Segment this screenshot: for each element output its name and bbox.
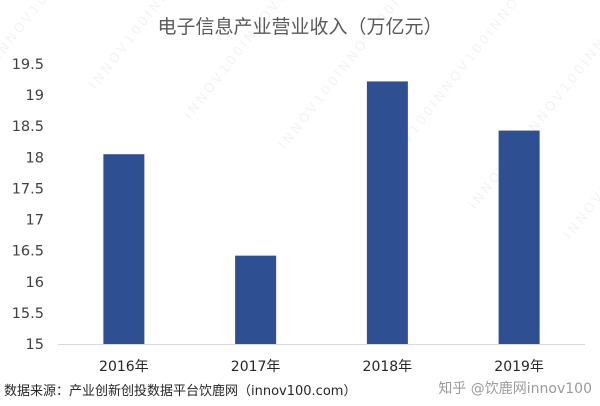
x-tick-label: 2017年 [231,359,281,375]
x-axis-categories: 2016年 2017年 2018年 2019年 [99,359,544,375]
bar [366,81,408,344]
x-tick-label: 2018年 [363,359,413,375]
watermark-text: INNOV100INNOV100INNOV100INNOV100 [86,0,322,92]
bar [498,130,540,344]
bar [235,255,277,344]
y-tick-label: 17 [26,213,44,229]
x-tick-label: 2019年 [494,359,544,375]
y-tick-label: 16.5 [12,244,44,260]
y-tick-label: 17.5 [12,181,44,197]
y-tick-label: 15 [26,337,44,353]
y-axis-ticks: 15 15.5 16 16.5 17 17.5 18 18.5 19 19.5 [12,57,44,353]
chart-title: 电子信息产业营业收入（万亿元） [157,16,442,38]
y-tick-label: 19.5 [12,57,44,73]
y-tick-label: 15.5 [12,306,44,322]
source-note: 数据来源：产业创新创投数据平台饮鹿网（innov100.com） [4,384,357,399]
bar [103,154,145,344]
bars [103,81,540,344]
y-tick-label: 18 [26,150,44,166]
watermark-text: INNOV100INNOV100INNOV100INNOV100 [561,0,600,242]
x-tick-label: 2016年 [99,359,149,375]
y-tick-label: 19 [26,88,44,104]
credit-watermark: 知乎 @饮鹿网innov100 [438,381,592,397]
y-tick-label: 18.5 [12,119,44,135]
y-tick-label: 16 [26,275,44,291]
